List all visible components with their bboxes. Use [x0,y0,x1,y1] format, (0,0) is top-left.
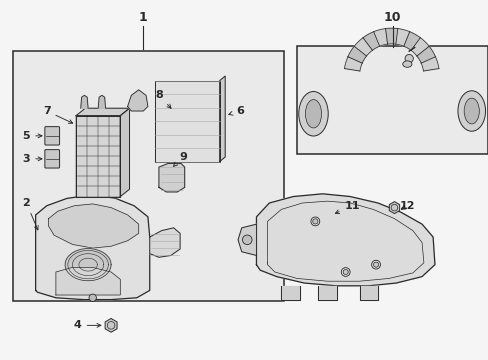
Polygon shape [385,28,397,44]
Polygon shape [159,163,184,192]
Text: 8: 8 [155,90,171,108]
Polygon shape [410,38,428,56]
Polygon shape [48,204,139,248]
Polygon shape [344,57,362,71]
Polygon shape [420,57,438,71]
Circle shape [404,54,412,63]
Circle shape [89,294,96,301]
Text: 5: 5 [22,131,42,141]
Text: 4: 4 [74,320,101,330]
Text: 1: 1 [139,10,147,24]
Polygon shape [373,28,387,46]
Polygon shape [256,194,434,286]
Circle shape [242,235,251,244]
Polygon shape [56,267,120,295]
Polygon shape [105,319,117,332]
Polygon shape [416,46,435,63]
Circle shape [373,262,378,267]
Circle shape [312,219,317,224]
Polygon shape [155,81,219,162]
Bar [296,46,488,154]
Polygon shape [76,108,129,116]
Polygon shape [127,90,147,111]
Polygon shape [395,28,409,46]
Text: 9: 9 [173,152,186,166]
Text: 10: 10 [383,10,401,24]
Polygon shape [388,202,399,213]
FancyBboxPatch shape [45,127,60,145]
Bar [13,51,284,301]
Polygon shape [36,195,149,300]
Polygon shape [403,32,420,50]
Circle shape [343,269,347,275]
Polygon shape [318,286,336,300]
Polygon shape [359,286,377,300]
Ellipse shape [305,100,321,128]
Ellipse shape [402,61,411,67]
Polygon shape [362,32,379,50]
Text: 3: 3 [22,154,42,164]
Polygon shape [219,76,224,162]
Polygon shape [149,228,180,257]
Text: 7: 7 [43,106,73,123]
FancyBboxPatch shape [45,150,60,168]
Text: 12: 12 [399,201,414,211]
Polygon shape [81,95,88,108]
Ellipse shape [457,91,485,131]
Polygon shape [353,38,372,56]
Polygon shape [238,224,256,256]
Polygon shape [347,46,366,63]
Ellipse shape [463,98,478,124]
Text: 2: 2 [22,198,38,230]
Text: 6: 6 [228,106,244,116]
Polygon shape [281,286,299,300]
Polygon shape [120,108,129,197]
Polygon shape [98,95,105,108]
Text: 11: 11 [335,201,359,213]
Polygon shape [65,248,111,281]
Ellipse shape [298,91,327,136]
Polygon shape [76,116,120,197]
